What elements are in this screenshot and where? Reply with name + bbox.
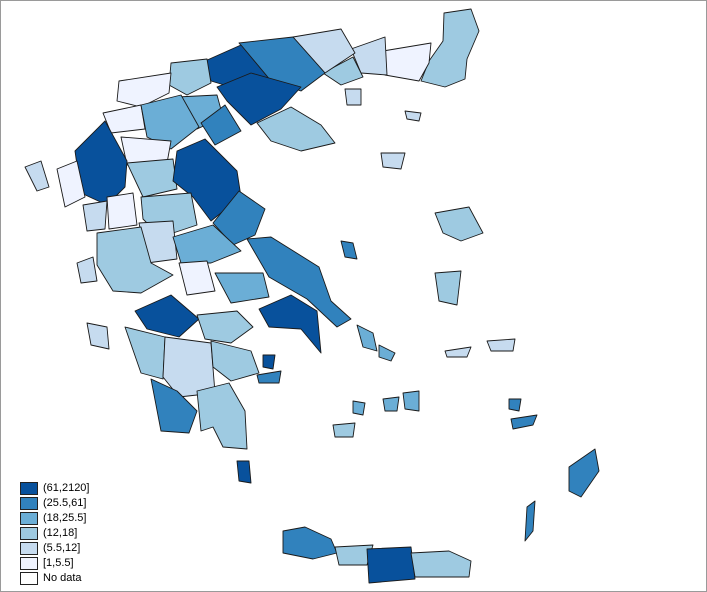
region-fokida[interactable]	[178, 260, 216, 296]
legend-item: No data	[20, 571, 89, 586]
legend-label: (61,2120]	[43, 482, 90, 494]
region-milos[interactable]	[332, 422, 356, 438]
region-pieria[interactable]	[200, 104, 242, 146]
region-arta[interactable]	[106, 192, 138, 230]
region-korinthia[interactable]	[196, 310, 254, 344]
legend-item: (18,25.5]	[20, 511, 89, 526]
region-trikala[interactable]	[126, 158, 178, 198]
region-lakonia[interactable]	[196, 382, 248, 450]
legend-item: [1,5.5]	[20, 556, 89, 571]
region-chania[interactable]	[282, 526, 338, 560]
region-attiki[interactable]	[258, 294, 322, 354]
region-kefalonia[interactable]	[86, 322, 110, 350]
legend-item: (12,18]	[20, 526, 89, 541]
region-chios[interactable]	[434, 270, 462, 306]
region-fthiotida[interactable]	[172, 224, 242, 264]
region-evros[interactable]	[420, 8, 480, 88]
region-evia[interactable]	[246, 236, 352, 328]
region-naxos[interactable]	[402, 390, 420, 412]
region-lefkada[interactable]	[76, 256, 98, 284]
legend-item: (25.5,61]	[20, 496, 89, 511]
legend-swatch	[20, 542, 38, 555]
region-lasithi[interactable]	[410, 550, 472, 578]
region-thesprotia[interactable]	[56, 160, 86, 208]
map-legend: (61,2120] (25.5,61] (18,25.5] (12,18] (5…	[20, 481, 89, 586]
region-ileia[interactable]	[124, 326, 166, 380]
region-argolida[interactable]	[210, 340, 260, 382]
legend-swatch	[20, 482, 38, 495]
region-aegina[interactable]	[262, 354, 276, 370]
region-thasos[interactable]	[344, 88, 362, 106]
legend-label: (12,18]	[43, 527, 78, 539]
region-paros[interactable]	[382, 396, 400, 412]
region-kozani[interactable]	[140, 94, 200, 150]
region-kythira[interactable]	[236, 460, 252, 484]
region-chalkidiki[interactable]	[256, 106, 336, 152]
region-skyros[interactable]	[340, 240, 358, 260]
region-andros[interactable]	[356, 324, 378, 352]
region-ikaria[interactable]	[444, 346, 472, 358]
region-xanthi[interactable]	[350, 36, 388, 76]
legend-swatch	[20, 497, 38, 510]
region-messinia[interactable]	[150, 378, 198, 434]
region-salamina-hydra[interactable]	[256, 370, 282, 384]
legend-label: (25.5,61]	[43, 497, 87, 509]
region-achaia[interactable]	[134, 294, 200, 338]
region-lesvos[interactable]	[434, 206, 484, 242]
region-thessaloniki[interactable]	[216, 72, 302, 126]
region-kalymnos[interactable]	[508, 398, 522, 412]
legend-swatch	[20, 572, 38, 585]
region-aitoloakarnania[interactable]	[96, 226, 174, 294]
region-irakleio[interactable]	[366, 546, 416, 584]
legend-swatch	[20, 512, 38, 525]
region-kerkyra[interactable]	[24, 160, 50, 192]
legend-label: No data	[43, 572, 82, 584]
legend-swatch	[20, 557, 38, 570]
legend-label: [1,5.5]	[43, 557, 74, 569]
region-samos[interactable]	[486, 338, 516, 352]
region-kavala[interactable]	[322, 56, 364, 86]
region-preveza[interactable]	[82, 200, 108, 232]
legend-swatch	[20, 527, 38, 540]
region-tinos[interactable]	[378, 344, 396, 362]
legend-item: (61,2120]	[20, 481, 89, 496]
legend-label: (18,25.5]	[43, 512, 87, 524]
region-pella[interactable]	[168, 58, 212, 96]
region-florina[interactable]	[116, 72, 172, 108]
region-kos[interactable]	[510, 414, 538, 430]
region-samothraki[interactable]	[404, 110, 422, 122]
legend-item: (5.5,12]	[20, 541, 89, 556]
region-rethymno[interactable]	[334, 544, 374, 566]
region-rhodes[interactable]	[568, 448, 600, 498]
region-limnos[interactable]	[380, 152, 406, 170]
region-syros[interactable]	[352, 400, 366, 416]
legend-label: (5.5,12]	[43, 542, 81, 554]
region-voiotia[interactable]	[214, 272, 270, 304]
region-karpathos[interactable]	[524, 500, 536, 542]
